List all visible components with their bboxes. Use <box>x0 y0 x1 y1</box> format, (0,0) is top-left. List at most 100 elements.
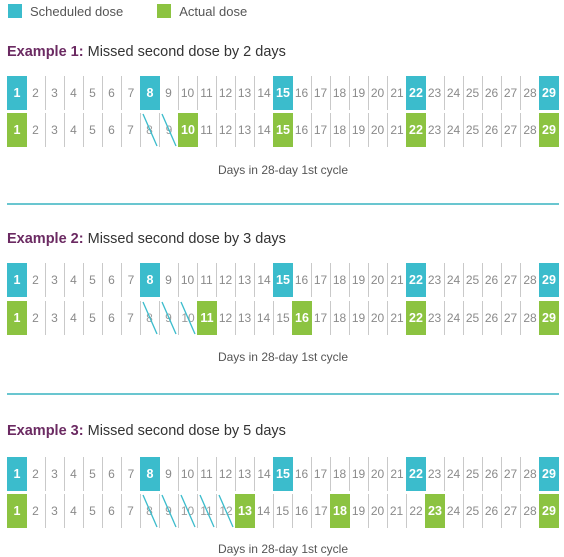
calendar-day: 16 <box>292 76 312 110</box>
calendar-day: 15 <box>273 494 293 528</box>
calendar-day: 2 <box>26 457 46 491</box>
calendar-day: 5 <box>83 301 103 335</box>
calendar-day: 17 <box>311 113 331 147</box>
missed-day: 8 <box>140 301 160 335</box>
legend-item-actual: Actual dose <box>157 4 247 19</box>
example-2-heading: Missed second dose by 3 days <box>87 231 286 247</box>
calendar-day: 5 <box>83 494 103 528</box>
calendar-day: 28 <box>523 467 537 481</box>
calendar-day: 7 <box>121 301 141 335</box>
missed-day: 10 <box>178 494 198 528</box>
calendar-day: 15 <box>276 311 290 325</box>
scheduled-dose-day: 8 <box>140 76 160 110</box>
strike-icon <box>180 301 196 335</box>
calendar-day: 23 <box>425 263 445 297</box>
calendar-day: 12 <box>216 301 236 335</box>
calendar-day: 2 <box>26 301 46 335</box>
strike-icon <box>161 494 177 528</box>
calendar-day: 6 <box>102 263 122 297</box>
calendar-day: 28 <box>523 504 537 518</box>
example-2-scheduled-row: 1 2 3 4 5 6 7 8 9 10 11 12 13 14 15 16 17 18 19 20 21 22 23 24 2… <box>7 263 559 297</box>
example-3: Example 3: Missed second dose by 5 days … <box>7 420 559 556</box>
example-1-title: Example 1: Missed second dose by 2 days <box>7 41 559 63</box>
calendar-day: 20 <box>368 113 388 147</box>
calendar-day: 24 <box>444 494 464 528</box>
strike-icon <box>199 494 215 528</box>
actual-dose-day: 29 <box>539 113 559 147</box>
calendar-day: 27 <box>501 113 521 147</box>
calendar-day: 2 <box>26 494 46 528</box>
legend-item-scheduled: Scheduled dose <box>8 4 123 19</box>
calendar-day: 12 <box>216 457 236 491</box>
calendar-day: 14 <box>254 301 274 335</box>
example-2-actual-row: 1234567891011121314151617181920212223242… <box>7 301 559 335</box>
calendar-day: 24 <box>444 457 464 491</box>
calendar-day: 26 <box>482 113 502 147</box>
missed-day: 12 <box>216 494 236 528</box>
calendar-day: 24 <box>444 76 464 110</box>
missed-day: 11 <box>197 494 217 528</box>
calendar-day: 13 <box>235 263 255 297</box>
calendar-day: 18 <box>330 113 350 147</box>
actual-dose-day: 1 <box>7 301 27 335</box>
calendar-day: 4 <box>64 263 84 297</box>
calendar-day: 21 <box>390 86 404 100</box>
calendar-day: 24 <box>444 301 464 335</box>
scheduled-dose-day: 8 <box>140 457 160 491</box>
strike-icon <box>218 494 234 528</box>
calendar-day: 4 <box>64 494 84 528</box>
calendar-day: 18 <box>330 301 350 335</box>
example-2: Example 2: Missed second dose by 3 days … <box>7 228 559 364</box>
calendar-day: 22 <box>409 504 423 518</box>
calendar-day: 11 <box>197 457 217 491</box>
calendar-day: 2 <box>26 263 46 297</box>
legend-actual-label: Actual dose <box>179 3 248 19</box>
actual-dose-day: 1 <box>7 494 27 528</box>
calendar-day: 24 <box>444 113 464 147</box>
actual-dose-day: 29 <box>539 301 559 335</box>
calendar-day: 5 <box>83 457 103 491</box>
legend-scheduled-label: Scheduled dose <box>30 3 124 19</box>
scheduled-dose-day: 8 <box>140 263 160 297</box>
calendar-day: 27 <box>501 301 521 335</box>
example-2-label: Example 2: <box>7 231 84 247</box>
calendar-day: 7 <box>127 273 135 287</box>
calendar-day: 12 <box>216 263 236 297</box>
calendar-day: 3 <box>45 457 65 491</box>
scheduled-dose-day: 15 <box>273 263 293 297</box>
calendar-day: 2 <box>26 76 46 110</box>
calendar-day: 6 <box>102 76 122 110</box>
missed-day: 9 <box>159 494 179 528</box>
example-1-label: Example 1: <box>7 44 84 60</box>
calendar-day: 7 <box>121 113 141 147</box>
calendar-day: 20 <box>368 457 388 491</box>
calendar-day: 21 <box>390 467 404 481</box>
calendar-day: 9 <box>159 263 179 297</box>
example-1-caption: Days in 28-day 1st cycle <box>217 163 349 177</box>
actual-dose-day: 29 <box>539 494 559 528</box>
scheduled-dose-day: 1 <box>7 76 27 110</box>
calendar-day: 2 <box>26 113 46 147</box>
actual-dose-day: 22 <box>406 301 426 335</box>
calendar-day: 27 <box>501 76 521 110</box>
calendar-day: 28 <box>523 311 537 325</box>
missed-day: 10 <box>178 301 198 335</box>
calendar-day: 26 <box>482 457 502 491</box>
calendar-day: 13 <box>235 76 255 110</box>
strike-icon <box>161 301 177 335</box>
actual-dose-day: 23 <box>425 494 445 528</box>
calendar-day: 28 <box>523 273 537 287</box>
calendar-day: 13 <box>235 457 255 491</box>
example-1: Example 1: Missed second dose by 2 days … <box>7 41 559 177</box>
calendar-day: 5 <box>83 76 103 110</box>
calendar-day: 14 <box>257 86 271 100</box>
calendar-day: 16 <box>292 263 312 297</box>
calendar-day: 6 <box>102 113 122 147</box>
calendar-day: 26 <box>482 301 502 335</box>
calendar-day: 5 <box>83 263 103 297</box>
example-3-title: Example 3: Missed second dose by 5 days <box>7 420 559 442</box>
calendar-day: 9 <box>159 457 179 491</box>
calendar-day: 25 <box>463 263 483 297</box>
scheduled-dose-day: 1 <box>7 263 27 297</box>
calendar-day: 14 <box>257 123 271 137</box>
